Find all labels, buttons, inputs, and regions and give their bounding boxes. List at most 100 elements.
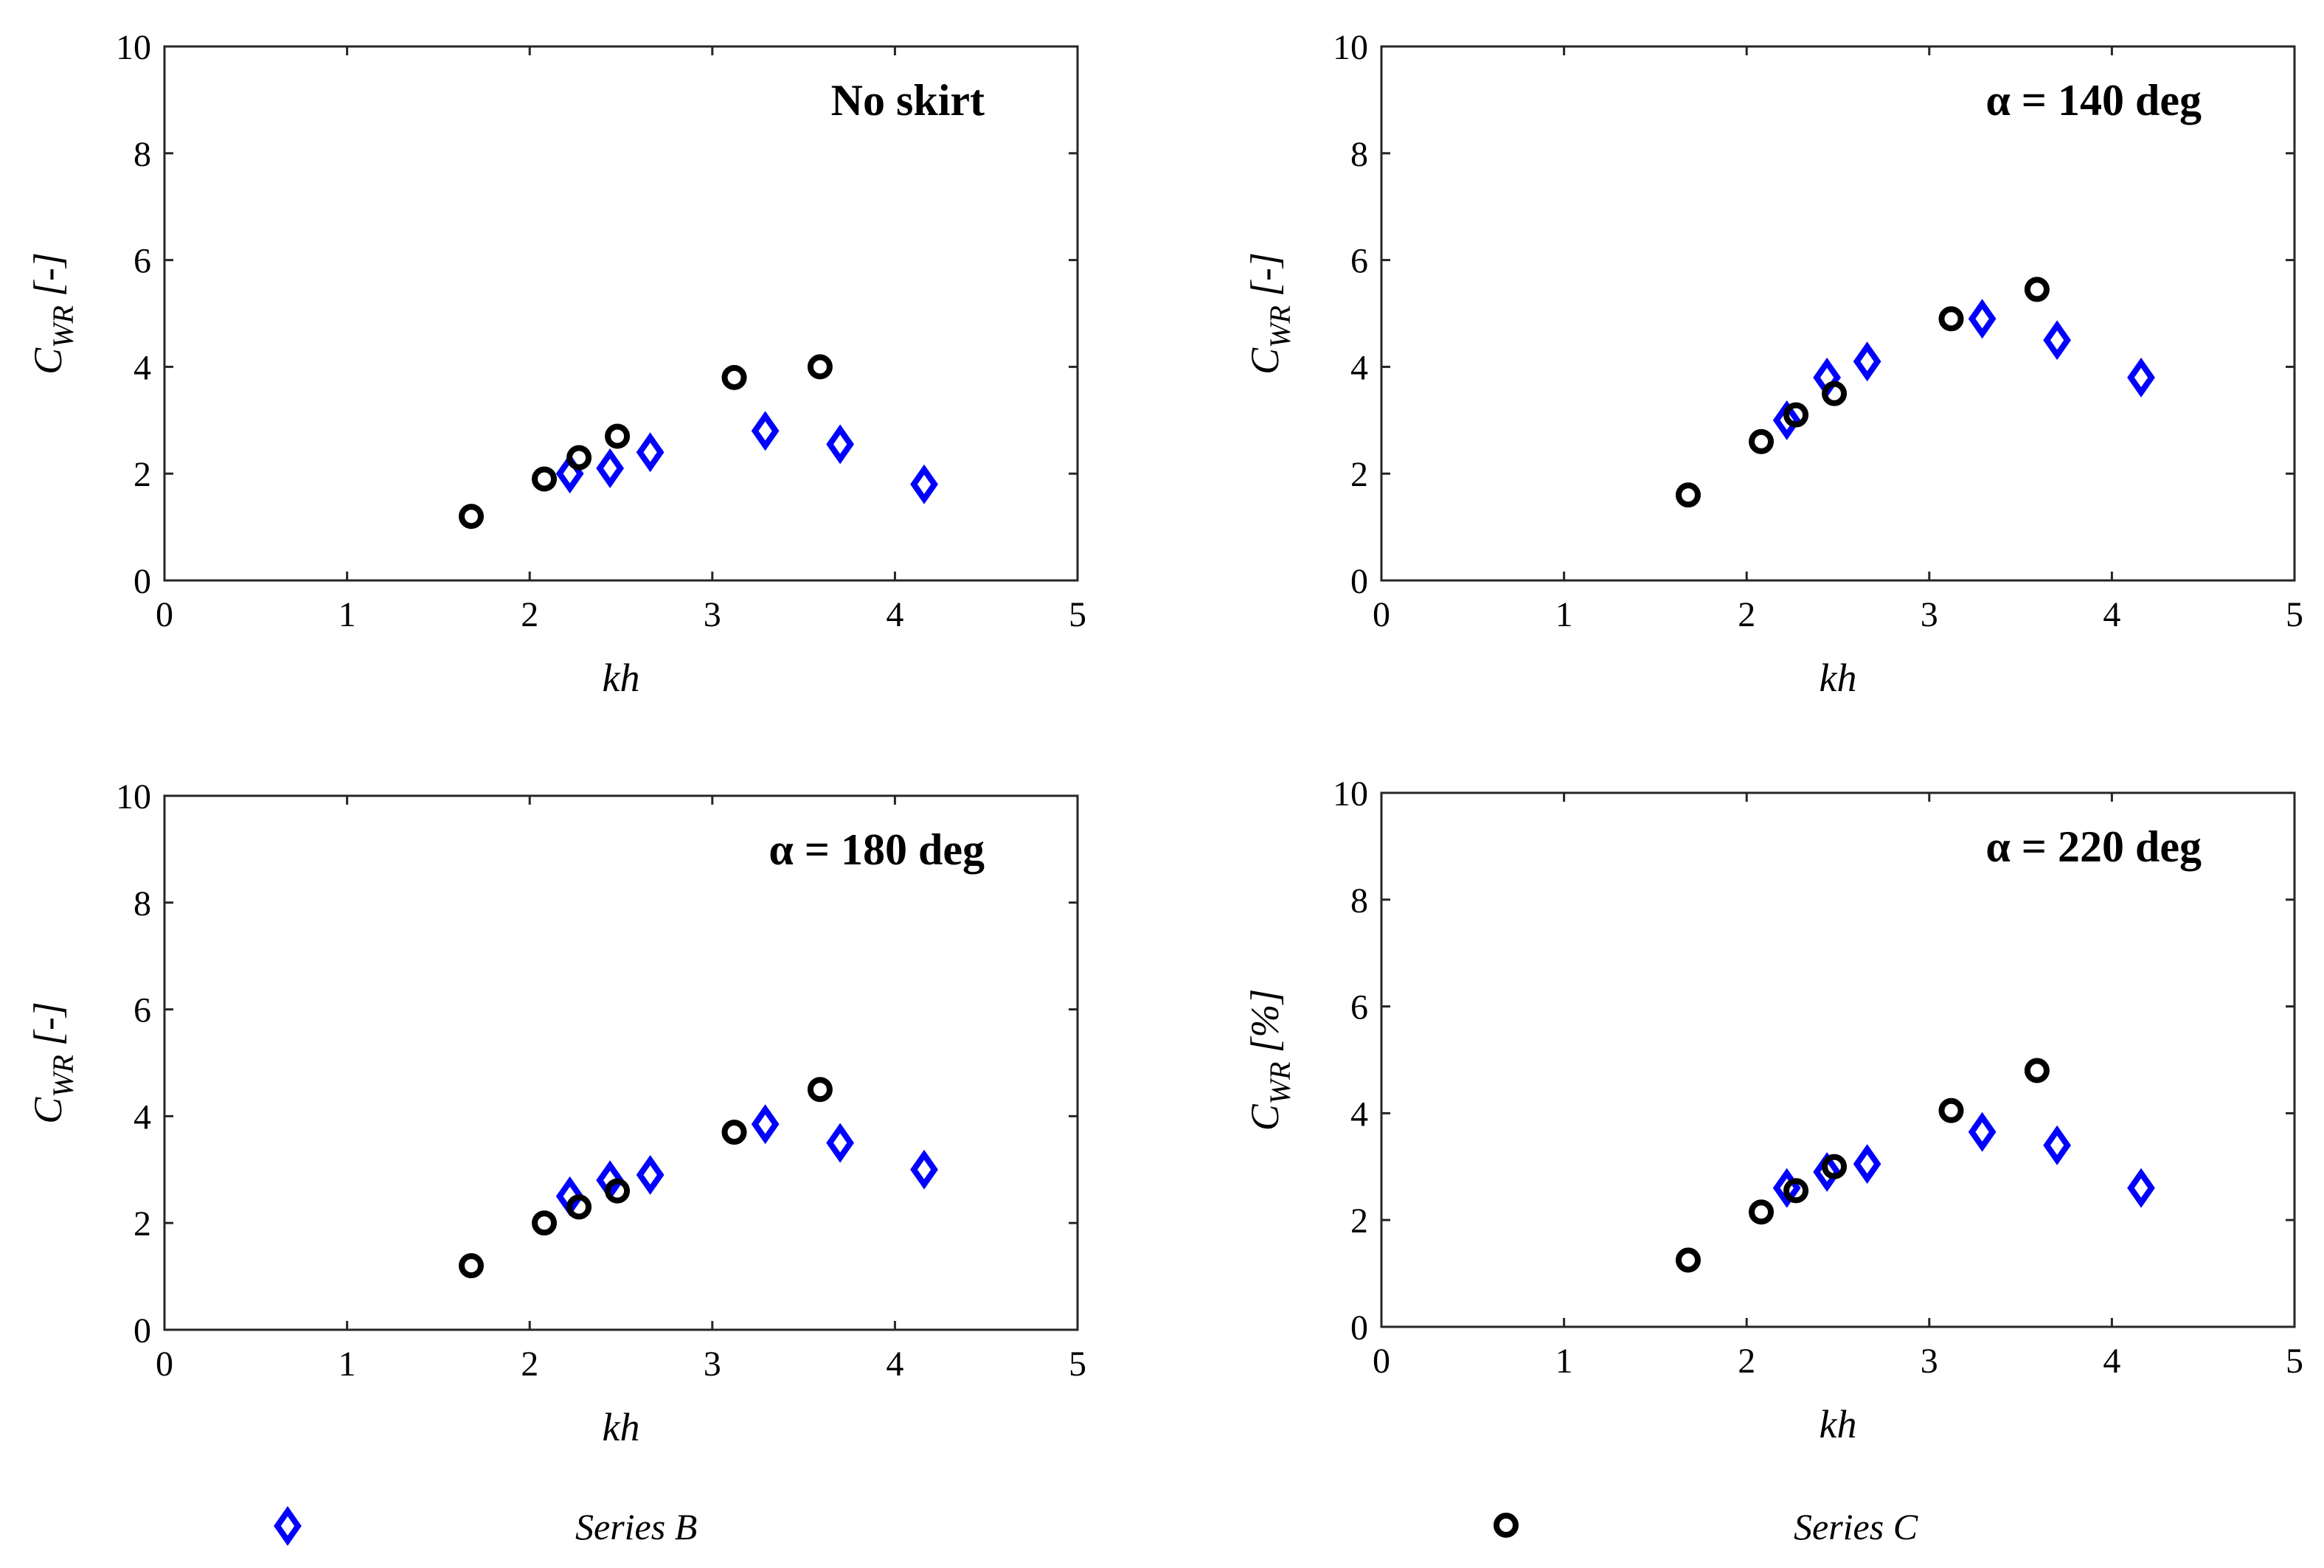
chart-panel-4: 0 1 2 3 4 5 0 2 4 6 8 10 kh CWR [%] α = 220 deg <box>1243 774 2303 1446</box>
legend-marker-circle <box>1494 1513 1519 1538</box>
y-tick-label: 8 <box>1350 881 1368 920</box>
y-tick-label: 4 <box>133 1097 151 1137</box>
series-series-b <box>555 1104 938 1216</box>
x-tick-label: 3 <box>704 595 721 634</box>
data-point-circle <box>807 354 833 380</box>
x-axis-label: kh <box>603 1405 640 1449</box>
x-tick-label: 1 <box>339 1345 356 1384</box>
x-tick-label: 4 <box>2103 595 2120 634</box>
y-tick-label: 10 <box>116 28 151 67</box>
y-axis-label: CWR [-] <box>26 1002 80 1124</box>
x-tick-label: 3 <box>704 1345 721 1384</box>
y-tick-label: 10 <box>1333 28 1368 67</box>
series-series-c <box>1675 277 2050 508</box>
chart-panel-3: 0 1 2 3 4 5 0 2 4 6 8 10 kh CWR [-] α = 180 deg <box>26 777 1086 1449</box>
y-axis-label: CWR [%] <box>1243 989 1297 1131</box>
y-tick-label: 4 <box>133 348 151 387</box>
panel-title: α = 180 deg <box>769 825 985 874</box>
y-axis-label: CWR [-] <box>1243 252 1297 375</box>
data-point-circle <box>566 445 592 471</box>
y-axis-label-subscript: WR <box>46 305 80 348</box>
x-tick-label: 5 <box>2286 595 2303 634</box>
data-point-diamond <box>1813 1152 1842 1193</box>
y-axis-label-symbol: C <box>1243 347 1287 375</box>
y-tick-label: 6 <box>133 991 151 1030</box>
data-point-diamond <box>751 411 780 451</box>
x-tick-label: 0 <box>1373 1342 1390 1381</box>
y-tick-label: 0 <box>1350 562 1368 601</box>
y-axis-label-symbol: C <box>1243 1103 1287 1131</box>
data-point-diamond <box>826 1123 855 1163</box>
plot-frame <box>163 45 1079 582</box>
data-point-circle <box>2024 277 2050 302</box>
data-point-circle <box>1749 1199 1775 1225</box>
data-point-circle <box>807 1077 833 1103</box>
data-point-circle <box>532 466 558 492</box>
data-point-diamond <box>2043 1125 2072 1165</box>
data-point-diamond <box>1853 1144 1881 1184</box>
series-series-c <box>458 354 833 530</box>
x-axis-label: kh <box>603 656 640 700</box>
legend-label-series-c: Series C <box>1794 1506 1918 1547</box>
y-tick-label: 2 <box>133 1204 151 1243</box>
x-tick-label: 1 <box>339 595 356 634</box>
x-tick-label: 2 <box>521 1345 538 1384</box>
data-point-diamond <box>1968 1111 1997 1152</box>
data-point-circle <box>1675 482 1701 508</box>
legend-label-series-b: Series B <box>575 1506 697 1547</box>
data-point-circle <box>1938 306 1964 332</box>
y-tick-label: 2 <box>133 455 151 494</box>
y-axis-label-unit: [-] <box>1243 252 1287 296</box>
data-point-diamond <box>2043 320 2072 361</box>
y-axis-label-symbol: C <box>26 1097 70 1124</box>
y-axis-label-symbol: C <box>26 347 70 375</box>
data-point-circle <box>458 1253 484 1279</box>
x-tick-label: 2 <box>1738 1342 1755 1381</box>
y-tick-label: 0 <box>133 1311 151 1350</box>
x-tick-label: 0 <box>1373 595 1390 634</box>
y-tick-label: 6 <box>133 242 151 281</box>
x-tick-label: 0 <box>156 595 173 634</box>
series-series-b <box>1772 1111 2155 1208</box>
y-tick-label: 4 <box>1350 348 1368 387</box>
y-tick-label: 2 <box>1350 1201 1368 1241</box>
x-tick-label: 5 <box>1069 1345 1086 1384</box>
x-axis-label: kh <box>1820 656 1857 700</box>
y-axis-label: CWR [-] <box>26 252 80 375</box>
y-tick-label: 6 <box>1350 988 1368 1027</box>
data-point-circle <box>721 364 747 390</box>
data-point-circle <box>605 1178 631 1204</box>
data-point-diamond <box>596 448 625 488</box>
data-point-diamond <box>1772 400 1801 440</box>
data-point-diamond <box>636 432 665 473</box>
x-tick-label: 5 <box>1069 595 1086 634</box>
data-point-diamond <box>910 464 938 504</box>
y-axis-label-unit: [-] <box>26 252 70 296</box>
data-point-circle <box>721 1120 747 1145</box>
data-point-diamond <box>1853 341 1881 382</box>
data-point-diamond <box>751 1104 780 1145</box>
data-point-circle <box>1749 429 1775 454</box>
y-tick-label: 4 <box>1350 1095 1368 1134</box>
plot-frame <box>1380 45 2296 582</box>
x-tick-label: 4 <box>886 595 903 634</box>
legend: Series B Series C <box>274 1506 1918 1547</box>
plot-frame <box>163 794 1079 1331</box>
series-series-c <box>458 1077 833 1279</box>
x-tick-label: 4 <box>2103 1342 2120 1381</box>
x-tick-label: 5 <box>2286 1342 2303 1381</box>
data-point-circle <box>1938 1097 1964 1123</box>
chart-panel-1: 0 1 2 3 4 5 0 2 4 6 8 10 kh CWR [-] No skirt <box>26 28 1086 700</box>
data-point-circle <box>566 1194 592 1220</box>
panel-title: α = 220 deg <box>1985 822 2202 871</box>
y-tick-label: 10 <box>1333 774 1368 814</box>
data-point-circle <box>2024 1058 2050 1083</box>
x-axis-label: kh <box>1820 1402 1857 1446</box>
y-tick-label: 8 <box>1350 135 1368 174</box>
y-axis-label-subscript: WR <box>1263 1062 1297 1105</box>
x-tick-label: 1 <box>1555 1342 1573 1381</box>
data-point-diamond <box>826 424 855 465</box>
data-point-circle <box>1783 1178 1809 1204</box>
series-series-c <box>1675 1058 2050 1273</box>
y-tick-label: 0 <box>1350 1308 1368 1347</box>
